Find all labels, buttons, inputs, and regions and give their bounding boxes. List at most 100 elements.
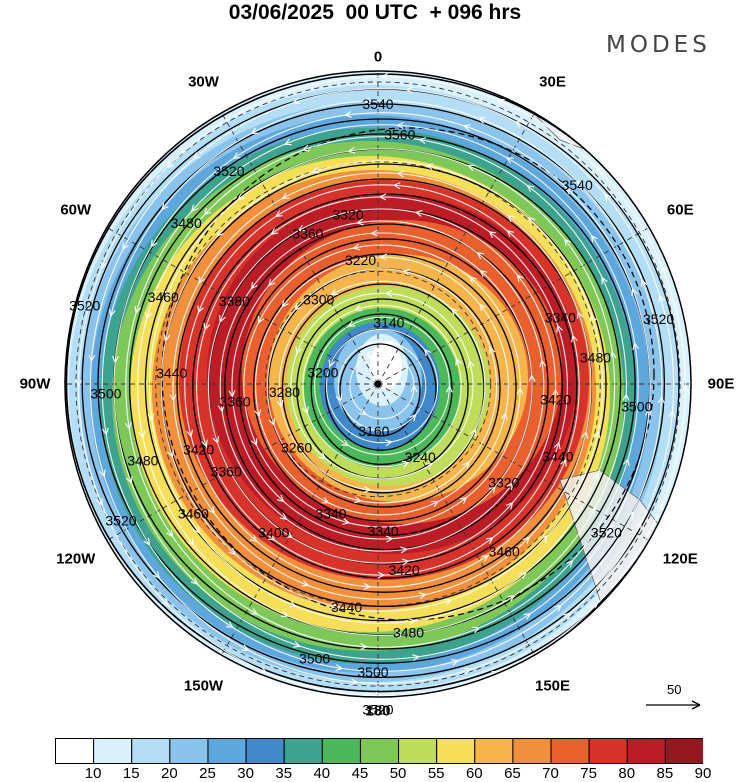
contour-label: 3360	[211, 464, 242, 480]
contour-label: 3420	[389, 562, 420, 578]
contour-label: 3480	[127, 452, 158, 468]
colorbar-tick-label: 20	[161, 765, 178, 782]
longitude-label: 120E	[662, 550, 698, 567]
longitude-label: 30E	[539, 73, 566, 91]
colorbar	[55, 738, 703, 764]
contour-label: 3340	[368, 523, 399, 539]
contour-label: 3460	[178, 505, 209, 521]
colorbar-tick-label: 15	[122, 765, 140, 782]
contour-label: 3360	[292, 226, 323, 242]
longitude-label: 90W	[19, 375, 51, 393]
colorbar-swatch	[626, 738, 666, 764]
longitude-label: 0	[373, 48, 383, 66]
colorbar-tick-label: 50	[389, 765, 407, 782]
colorbar-tick-label: 25	[199, 765, 216, 782]
longitude-label: 150W	[183, 677, 224, 695]
colorbar-tick-label: 30	[237, 765, 254, 782]
contour-label: 3480	[393, 625, 424, 641]
contour-label: 3220	[345, 252, 376, 268]
colorbar-swatch	[207, 738, 247, 764]
contour-labels: 3540 3520 3560 3540 3480 3360 3320 3220 3460 3300…	[69, 96, 674, 718]
contour-label: 3440	[331, 599, 362, 615]
longitude-label: 90E	[707, 375, 735, 393]
contour-label: 3440	[542, 449, 573, 465]
colorbar-swatch	[359, 738, 400, 764]
contour-label: 3520	[69, 297, 100, 313]
contour-label: 3300	[303, 291, 334, 307]
longitude-label: 60E	[666, 201, 694, 218]
contour-label: 3520	[213, 163, 244, 179]
colorbar-tick-label: 65	[504, 765, 521, 782]
colorbar-swatch	[664, 738, 703, 764]
contour-label: 3560	[384, 127, 415, 143]
longitude-label: 120W	[56, 550, 96, 567]
longitude-label: 180	[365, 702, 391, 720]
colorbar-tick-label: 80	[618, 765, 636, 782]
contour-label: 3160	[358, 423, 389, 439]
page-title: 03/06/2025 00 UTC + 096 hrs	[228, 1, 522, 24]
colorbar-tick-label: 45	[351, 765, 369, 782]
contour-label: 3420	[540, 392, 571, 408]
contour-label: 3200	[307, 364, 338, 380]
contour-label: 3540	[362, 96, 393, 112]
colorbar-tick-label: 10	[84, 765, 102, 782]
contour-label: 3360	[220, 394, 251, 410]
contour-label: 3520	[591, 524, 622, 540]
colorbar-swatch	[398, 738, 438, 764]
wind-reference-label: 50	[667, 682, 682, 697]
colorbar-tick-label: 60	[465, 765, 483, 782]
contour-label: 3480	[580, 349, 611, 365]
colorbar-tick-label: 40	[313, 765, 331, 782]
colorbar-swatch	[321, 738, 361, 764]
contour-label: 3500	[90, 386, 121, 402]
north-pole-marker	[374, 380, 382, 388]
map-border	[64, 70, 692, 698]
contour-label: 3140	[373, 314, 404, 330]
colorbar-swatch	[93, 738, 133, 764]
contour-label: 3460	[489, 543, 520, 559]
longitude-label: 150E	[534, 677, 571, 695]
colorbar-swatch	[550, 738, 590, 764]
colorbar-swatch	[131, 738, 171, 764]
contour-label: 3540	[562, 177, 593, 193]
colorbar-tick-label: 70	[542, 765, 559, 782]
longitude-label: 60W	[60, 201, 92, 218]
contour-label: 3400	[258, 525, 289, 541]
contour-label: 3320	[488, 474, 519, 490]
colorbar-swatch	[588, 738, 628, 764]
contour-label: 3280	[269, 384, 300, 400]
wind-streamlines	[75, 73, 689, 697]
colorbar-tick-label: 90	[694, 765, 712, 782]
contour-label: 3500	[357, 664, 388, 680]
colorbar-tick-label: 55	[427, 765, 445, 782]
contour-label: 3320	[333, 206, 364, 222]
contour-label: 3480	[171, 215, 202, 231]
wind-reference-arrow	[646, 700, 701, 710]
colorbar-tick-label: 85	[656, 765, 674, 782]
colorbar-swatch	[512, 738, 552, 764]
contour-label: 3520	[362, 702, 393, 718]
contour-label: 3500	[299, 650, 330, 666]
contour-label: 3520	[105, 513, 136, 529]
contour-label: 3340	[315, 505, 346, 521]
longitude-label: 30W	[188, 73, 219, 91]
contour-label: 3440	[156, 365, 187, 381]
contour-label: 3460	[148, 289, 179, 305]
contour-label: 3520	[643, 311, 674, 327]
colorbar-swatch	[245, 738, 285, 764]
colorbar-swatch	[283, 738, 323, 764]
contour-label: 3380	[219, 293, 250, 309]
contour-label: 3420	[183, 441, 214, 457]
modes-logo: MODES	[606, 32, 711, 58]
colorbar-swatch	[169, 738, 209, 764]
colorbar-swatch	[436, 738, 476, 764]
contour-label: 3240	[405, 449, 436, 465]
contour-label: 3340	[545, 310, 576, 326]
colorbar-tick-label: 35	[275, 765, 293, 782]
contour-label: 3260	[281, 440, 312, 456]
colorbar-swatch	[55, 738, 95, 764]
colorbar-swatch	[474, 738, 514, 764]
colorbar-tick-label: 75	[580, 765, 597, 782]
contour-label: 3500	[621, 399, 652, 415]
